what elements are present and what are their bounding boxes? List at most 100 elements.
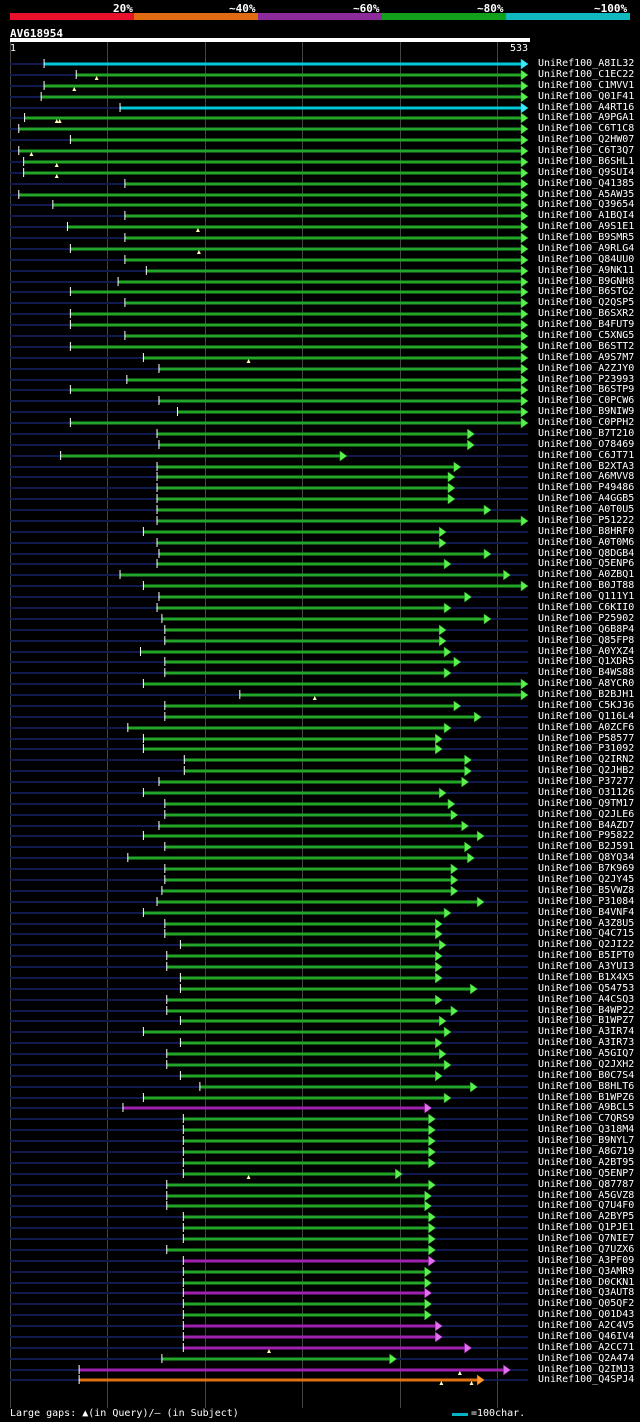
- hit-label[interactable]: UniRef100_A9PGA1: [538, 112, 635, 123]
- hit-label[interactable]: UniRef100_B7T210: [538, 428, 635, 439]
- hit-label[interactable]: UniRef100_A9S7M7: [538, 352, 635, 363]
- hit-label[interactable]: UniRef100_C6T3Q7: [538, 145, 635, 156]
- hit-label[interactable]: UniRef100_Q05QF2: [538, 1298, 635, 1309]
- hit-label[interactable]: UniRef100_Q3AUT8: [538, 1287, 635, 1298]
- hit-label[interactable]: UniRef100_Q2QSP5: [538, 297, 635, 308]
- hit-label[interactable]: UniRef100_A3YUI3: [538, 961, 635, 972]
- hit-label[interactable]: UniRef100_C0PCW6: [538, 395, 635, 406]
- hit-label[interactable]: UniRef100_A8YCR0: [538, 678, 635, 689]
- hit-label[interactable]: UniRef100_Q3AMR9: [538, 1266, 635, 1277]
- hit-label[interactable]: UniRef100_A0T0U5: [538, 504, 635, 515]
- hit-label[interactable]: UniRef100_B4WP22: [538, 1005, 635, 1016]
- hit-label[interactable]: UniRef100_B5VWZ8: [538, 885, 635, 896]
- hit-label[interactable]: UniRef100_B2J591: [538, 841, 635, 852]
- hit-label[interactable]: UniRef100_O31126: [538, 787, 635, 798]
- hit-label[interactable]: UniRef100_A2C4V5: [538, 1320, 635, 1331]
- hit-label[interactable]: UniRef100_Q01F41: [538, 91, 635, 102]
- hit-label[interactable]: UniRef100_Q2JXH2: [538, 1059, 635, 1070]
- hit-label[interactable]: UniRef100_B9SMR5: [538, 232, 635, 243]
- hit-label[interactable]: UniRef100_P23993: [538, 374, 635, 385]
- hit-label[interactable]: UniRef100_Q5ENP6: [538, 558, 635, 569]
- hit-label[interactable]: UniRef100_Q8YQ34: [538, 852, 635, 863]
- hit-label[interactable]: UniRef100_B9NYL7: [538, 1135, 635, 1146]
- hit-label[interactable]: UniRef100_B4VNF4: [538, 907, 635, 918]
- hit-label[interactable]: UniRef100_B8HRF0: [538, 526, 635, 537]
- hit-label[interactable]: UniRef100_P58577: [538, 733, 635, 744]
- hit-label[interactable]: UniRef100_A0ZBQ1: [538, 569, 635, 580]
- hit-label[interactable]: UniRef100_Q7UZX6: [538, 1244, 635, 1255]
- hit-label[interactable]: UniRef100_Q2A474: [538, 1353, 635, 1364]
- hit-label[interactable]: UniRef100_Q54753: [538, 983, 635, 994]
- hit-label[interactable]: UniRef100_P31084: [538, 896, 635, 907]
- hit-label[interactable]: UniRef100_P31092: [538, 743, 635, 754]
- hit-label[interactable]: UniRef100_A8IL32: [538, 58, 635, 69]
- hit-label[interactable]: UniRef100_A1BQI4: [538, 210, 635, 221]
- hit-label[interactable]: UniRef100_B5IPT0: [538, 950, 635, 961]
- hit-label[interactable]: UniRef100_A4CSQ3: [538, 994, 635, 1005]
- hit-label[interactable]: UniRef100_A3IR73: [538, 1037, 635, 1048]
- hit-label[interactable]: UniRef100_Q2JI22: [538, 939, 635, 950]
- hit-label[interactable]: UniRef100_C1EC22: [538, 69, 635, 80]
- hit-label[interactable]: UniRef100_B4AZD7: [538, 820, 635, 831]
- hit-label[interactable]: UniRef100_Q5ENP7: [538, 1168, 635, 1179]
- hit-label[interactable]: UniRef100_B9NIW9: [538, 406, 635, 417]
- hit-label[interactable]: UniRef100_A2ZJY0: [538, 363, 635, 374]
- hit-label[interactable]: UniRef100_Q7NIE7: [538, 1233, 635, 1244]
- hit-label[interactable]: UniRef100_A9S1E1: [538, 221, 635, 232]
- hit-label[interactable]: UniRef100_D0CKN1: [538, 1277, 635, 1288]
- hit-label[interactable]: UniRef100_A9NK11: [538, 265, 635, 276]
- hit-label[interactable]: UniRef100_C5XNG5: [538, 330, 635, 341]
- hit-label[interactable]: UniRef100_B7K969: [538, 863, 635, 874]
- hit-label[interactable]: UniRef100_P25902: [538, 613, 635, 624]
- hit-label[interactable]: UniRef100_B6STG2: [538, 286, 635, 297]
- hit-label[interactable]: UniRef100_P95822: [538, 830, 635, 841]
- hit-label[interactable]: UniRef100_B9GNH8: [538, 276, 635, 287]
- hit-label[interactable]: UniRef100_Q01D43: [538, 1309, 635, 1320]
- hit-label[interactable]: UniRef100_B8HLT6: [538, 1081, 635, 1092]
- hit-label[interactable]: UniRef100_A0YXZ4: [538, 646, 635, 657]
- hit-label[interactable]: UniRef100_Q9SUI4: [538, 167, 635, 178]
- hit-label[interactable]: UniRef100_Q2IRN2: [538, 754, 635, 765]
- hit-label[interactable]: UniRef100_A5GIQ7: [538, 1048, 635, 1059]
- hit-label[interactable]: UniRef100_B0JT88: [538, 580, 635, 591]
- hit-label[interactable]: UniRef100_A5GVZ8: [538, 1190, 635, 1201]
- hit-label[interactable]: UniRef100_A9BCL5: [538, 1102, 635, 1113]
- hit-label[interactable]: UniRef100_A0ZCF6: [538, 722, 635, 733]
- hit-label[interactable]: UniRef100_C0PPH2: [538, 417, 635, 428]
- hit-label[interactable]: UniRef100_B4WS88: [538, 667, 635, 678]
- hit-label[interactable]: UniRef100_P51222: [538, 515, 635, 526]
- hit-label[interactable]: UniRef100_Q9TM17: [538, 798, 635, 809]
- hit-label[interactable]: UniRef100_B6STP9: [538, 384, 635, 395]
- hit-label[interactable]: UniRef100_Q39654: [538, 199, 635, 210]
- hit-label[interactable]: UniRef100_Q2JLE6: [538, 809, 635, 820]
- hit-label[interactable]: UniRef100_Q41385: [538, 178, 635, 189]
- hit-label[interactable]: UniRef100_B2BJH1: [538, 689, 635, 700]
- hit-label[interactable]: UniRef100_Q8DGB4: [538, 548, 635, 559]
- hit-label[interactable]: UniRef100_Q4C715: [538, 928, 635, 939]
- hit-label[interactable]: UniRef100_A2BYP5: [538, 1211, 635, 1222]
- hit-label[interactable]: UniRef100_C7QRS9: [538, 1113, 635, 1124]
- hit-label[interactable]: UniRef100_Q2HW07: [538, 134, 635, 145]
- hit-label[interactable]: UniRef100_Q1XDR5: [538, 656, 635, 667]
- hit-label[interactable]: UniRef100_B6SXR2: [538, 308, 635, 319]
- hit-label[interactable]: UniRef100_B1X4X5: [538, 972, 635, 983]
- hit-label[interactable]: UniRef100_C5KJ36: [538, 700, 635, 711]
- hit-label[interactable]: UniRef100_Q1PJE1: [538, 1222, 635, 1233]
- hit-label[interactable]: UniRef100_A9RLG4: [538, 243, 635, 254]
- hit-label[interactable]: UniRef100_Q6B8P4: [538, 624, 635, 635]
- hit-label[interactable]: UniRef100_Q4SPJ4: [538, 1374, 635, 1385]
- hit-label[interactable]: UniRef100_C6T1C8: [538, 123, 635, 134]
- hit-label[interactable]: UniRef100_A5AW35: [538, 189, 635, 200]
- hit-label[interactable]: UniRef100_Q2JY45: [538, 874, 635, 885]
- hit-label[interactable]: UniRef100_A4GGB5: [538, 493, 635, 504]
- hit-label[interactable]: UniRef100_Q2IMJ3: [538, 1364, 635, 1375]
- hit-label[interactable]: UniRef100_A6MVV8: [538, 471, 635, 482]
- hit-label[interactable]: UniRef100_Q2JHB2: [538, 765, 635, 776]
- hit-label[interactable]: UniRef100_A3PF09: [538, 1255, 635, 1266]
- hit-label[interactable]: UniRef100_A2CC71: [538, 1342, 635, 1353]
- hit-label[interactable]: UniRef100_A8G719: [538, 1146, 635, 1157]
- hit-label[interactable]: UniRef100_B6STT2: [538, 341, 635, 352]
- hit-label[interactable]: UniRef100_Q85FP8: [538, 635, 635, 646]
- hit-label[interactable]: UniRef100_A3Z8U5: [538, 918, 635, 929]
- hit-label[interactable]: UniRef100_A0T0M6: [538, 537, 635, 548]
